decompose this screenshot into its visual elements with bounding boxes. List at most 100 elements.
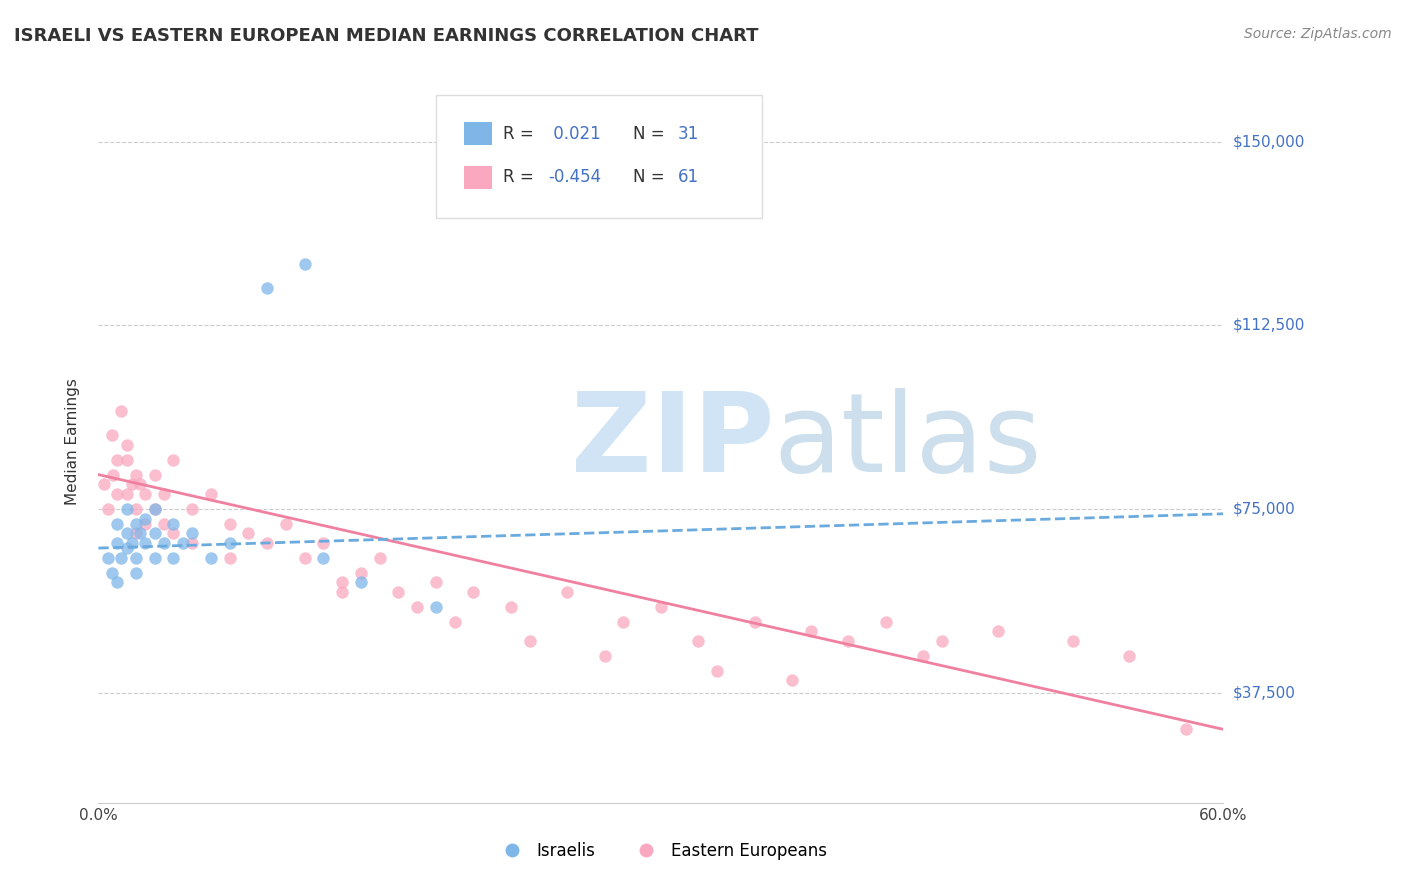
Text: $112,500: $112,500 bbox=[1233, 318, 1305, 333]
Point bbox=[218, 550, 240, 565]
Point bbox=[312, 536, 335, 550]
Point bbox=[128, 526, 150, 541]
Point bbox=[105, 536, 128, 550]
Point bbox=[134, 511, 156, 525]
Point bbox=[162, 516, 184, 531]
Text: $37,500: $37,500 bbox=[1233, 685, 1295, 700]
Legend: Israelis, Eastern Europeans: Israelis, Eastern Europeans bbox=[488, 836, 834, 867]
Point bbox=[153, 536, 176, 550]
Point bbox=[593, 648, 616, 663]
Point bbox=[125, 516, 148, 531]
Point bbox=[105, 575, 128, 590]
Text: ISRAELI VS EASTERN EUROPEAN MEDIAN EARNINGS CORRELATION CHART: ISRAELI VS EASTERN EUROPEAN MEDIAN EARNI… bbox=[14, 27, 759, 45]
Text: atlas: atlas bbox=[773, 388, 1042, 495]
Point bbox=[97, 502, 120, 516]
Point bbox=[105, 487, 128, 501]
FancyBboxPatch shape bbox=[436, 95, 762, 218]
Point bbox=[987, 624, 1010, 639]
Point bbox=[125, 566, 148, 580]
Point bbox=[143, 467, 166, 482]
Point bbox=[368, 550, 391, 565]
Point bbox=[350, 575, 373, 590]
Point bbox=[105, 516, 128, 531]
Point bbox=[153, 516, 176, 531]
Point bbox=[181, 526, 204, 541]
Point bbox=[115, 541, 138, 555]
Text: $150,000: $150,000 bbox=[1233, 134, 1305, 149]
Text: ZIP: ZIP bbox=[571, 388, 775, 495]
Point bbox=[181, 536, 204, 550]
Point bbox=[128, 477, 150, 491]
Text: -0.454: -0.454 bbox=[548, 168, 602, 186]
Point bbox=[387, 585, 409, 599]
Y-axis label: Median Earnings: Median Earnings bbox=[65, 378, 80, 505]
Point bbox=[115, 453, 138, 467]
Point bbox=[134, 516, 156, 531]
Point bbox=[143, 502, 166, 516]
Point bbox=[105, 453, 128, 467]
Point bbox=[875, 615, 897, 629]
Point bbox=[256, 536, 278, 550]
FancyBboxPatch shape bbox=[464, 122, 492, 145]
FancyBboxPatch shape bbox=[464, 166, 492, 189]
Text: 0.021: 0.021 bbox=[548, 125, 602, 143]
Point bbox=[312, 550, 335, 565]
Point bbox=[238, 526, 260, 541]
Point bbox=[110, 404, 132, 418]
Point bbox=[200, 550, 222, 565]
Point bbox=[463, 585, 485, 599]
Point bbox=[115, 487, 138, 501]
Point bbox=[706, 664, 728, 678]
Point bbox=[162, 550, 184, 565]
Point bbox=[330, 585, 353, 599]
Point bbox=[612, 615, 634, 629]
Point bbox=[425, 575, 447, 590]
Point bbox=[294, 550, 316, 565]
Text: R =: R = bbox=[503, 125, 534, 143]
Point bbox=[97, 550, 120, 565]
Point bbox=[1174, 723, 1197, 737]
Point bbox=[100, 428, 122, 442]
Point bbox=[800, 624, 823, 639]
Point bbox=[134, 536, 156, 550]
Point bbox=[143, 526, 166, 541]
Point bbox=[115, 502, 138, 516]
Point bbox=[443, 615, 465, 629]
Point bbox=[931, 634, 953, 648]
Point bbox=[162, 526, 184, 541]
Point bbox=[172, 536, 194, 550]
Point bbox=[406, 599, 429, 614]
Point bbox=[330, 575, 353, 590]
Point bbox=[200, 487, 222, 501]
Point bbox=[1062, 634, 1084, 648]
Point bbox=[181, 502, 204, 516]
Point bbox=[125, 467, 148, 482]
Point bbox=[125, 502, 148, 516]
Point bbox=[125, 526, 148, 541]
Point bbox=[519, 634, 541, 648]
Point bbox=[350, 566, 373, 580]
Text: 61: 61 bbox=[678, 168, 699, 186]
Point bbox=[100, 566, 122, 580]
Text: $75,000: $75,000 bbox=[1233, 501, 1295, 516]
Point bbox=[499, 599, 522, 614]
Text: N =: N = bbox=[633, 125, 664, 143]
Point bbox=[110, 550, 132, 565]
Point bbox=[153, 487, 176, 501]
Point bbox=[912, 648, 935, 663]
Point bbox=[143, 550, 166, 565]
Point bbox=[125, 550, 148, 565]
Text: 31: 31 bbox=[678, 125, 699, 143]
Point bbox=[143, 502, 166, 516]
Point bbox=[121, 536, 143, 550]
Point bbox=[1118, 648, 1140, 663]
Point bbox=[744, 615, 766, 629]
Text: N =: N = bbox=[633, 168, 664, 186]
Point bbox=[134, 487, 156, 501]
Point bbox=[103, 467, 125, 482]
Point bbox=[162, 453, 184, 467]
Text: R =: R = bbox=[503, 168, 534, 186]
Point bbox=[218, 516, 240, 531]
Point bbox=[650, 599, 672, 614]
Point bbox=[425, 599, 447, 614]
